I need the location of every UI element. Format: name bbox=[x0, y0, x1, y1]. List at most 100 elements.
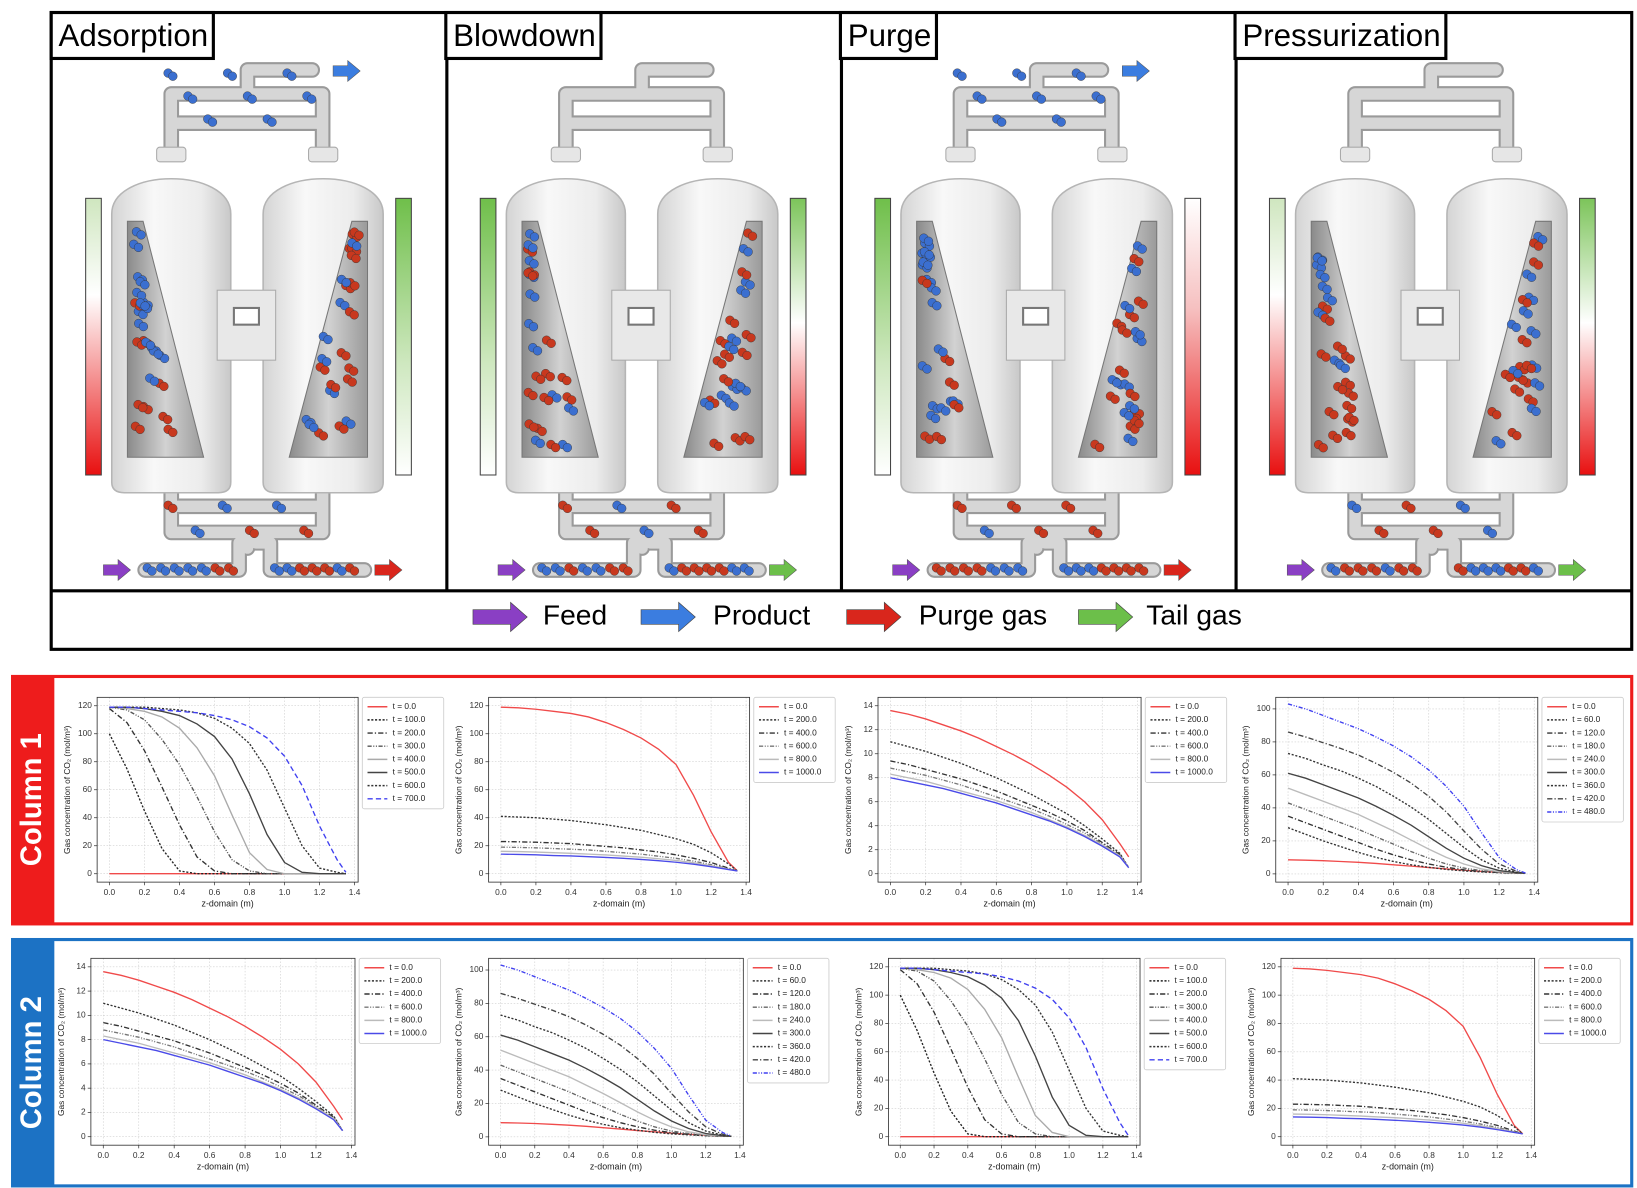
legend-label: t = 120.0 bbox=[778, 988, 811, 998]
x-axis-label: z-domain (m) bbox=[983, 898, 1035, 908]
legend-label: t = 300.0 bbox=[1174, 1001, 1207, 1011]
y-tick-label: 80 bbox=[83, 756, 93, 766]
y-tick-label: 100 bbox=[1262, 989, 1276, 999]
molecule bbox=[744, 566, 754, 576]
molecule bbox=[1066, 503, 1076, 513]
y-tick-label: 12 bbox=[864, 724, 874, 734]
plot-frame bbox=[90, 957, 356, 1146]
legend-label: t = 600.0 bbox=[393, 780, 426, 790]
x-tick-label: 1.2 bbox=[700, 1150, 712, 1160]
x-tick-label: 0.2 bbox=[139, 887, 151, 897]
x-tick-label: 0.4 bbox=[1355, 1150, 1367, 1160]
molecule bbox=[323, 334, 333, 345]
molecule bbox=[136, 230, 146, 240]
legend-label: t = 0.0 bbox=[393, 701, 417, 711]
molecule bbox=[562, 503, 573, 513]
legend-arrow bbox=[472, 601, 528, 633]
molecule bbox=[1385, 566, 1395, 576]
molecule bbox=[1110, 394, 1120, 404]
legend-label: Product bbox=[713, 598, 810, 630]
legend-label: t = 240.0 bbox=[778, 1015, 811, 1025]
data-line bbox=[900, 967, 1129, 1138]
data-line bbox=[500, 992, 732, 1138]
molecule bbox=[140, 280, 150, 290]
molecule bbox=[1063, 566, 1074, 576]
y-axis-label: Gas concentration of CO₂ (mol/m³) bbox=[56, 987, 66, 1116]
flow-arrow bbox=[103, 558, 131, 581]
y-tick-label: 14 bbox=[864, 700, 874, 710]
molecule bbox=[596, 566, 606, 576]
molecule bbox=[135, 424, 145, 435]
x-tick-label: 1.0 bbox=[1061, 887, 1073, 897]
flow-arrow bbox=[497, 558, 526, 581]
flow-arrow bbox=[892, 558, 921, 581]
molecule bbox=[309, 422, 319, 433]
data-line bbox=[103, 1035, 344, 1132]
data-line bbox=[1292, 967, 1524, 1135]
y-tick-label: 120 bbox=[1262, 961, 1276, 971]
molecule bbox=[1318, 443, 1328, 453]
molecule bbox=[719, 566, 729, 576]
molecule bbox=[936, 566, 946, 576]
legend-label: t = 600.0 bbox=[1569, 1001, 1602, 1011]
molecule bbox=[1433, 528, 1443, 539]
vessel-cap bbox=[550, 146, 582, 163]
data-line bbox=[1287, 787, 1526, 875]
y-tick-label: 20 bbox=[83, 840, 93, 850]
molecule bbox=[706, 566, 717, 576]
molecule bbox=[1406, 503, 1416, 513]
molecule bbox=[1119, 368, 1129, 378]
molecule bbox=[247, 94, 257, 104]
data-line bbox=[500, 1064, 732, 1138]
legend-label: t = 240.0 bbox=[1572, 754, 1605, 764]
x-tick-label: 1.2 bbox=[314, 887, 326, 897]
y-tick-label: 80 bbox=[1261, 736, 1271, 746]
molecule bbox=[717, 359, 727, 369]
molecule bbox=[1134, 418, 1144, 429]
molecule bbox=[1522, 298, 1532, 308]
molecule bbox=[1511, 322, 1521, 333]
molecule bbox=[714, 441, 724, 451]
x-tick-label: 1.2 bbox=[310, 1150, 322, 1160]
pipe bbox=[560, 64, 723, 156]
molecule bbox=[147, 566, 157, 576]
data-line bbox=[1292, 1113, 1523, 1135]
stage-title-box bbox=[49, 10, 215, 61]
data-line bbox=[103, 1038, 344, 1132]
x-tick-label: 0.0 bbox=[495, 1150, 507, 1160]
molecule bbox=[671, 503, 681, 513]
legend-label: t = 360.0 bbox=[1572, 780, 1605, 790]
molecule bbox=[1345, 380, 1355, 390]
molecule bbox=[1346, 431, 1356, 441]
legend-label: t = 100.0 bbox=[1174, 975, 1207, 985]
valve-window bbox=[1416, 306, 1444, 326]
y-tick-label: 4 bbox=[81, 1082, 86, 1092]
x-tick-label: 0.0 bbox=[885, 887, 897, 897]
molecule bbox=[529, 259, 539, 269]
molecule bbox=[320, 365, 330, 375]
x-tick-label: 0.4 bbox=[962, 1150, 974, 1160]
molecule bbox=[551, 443, 561, 453]
molecule bbox=[582, 566, 592, 576]
x-tick-label: 0.0 bbox=[1287, 1150, 1299, 1160]
legend-box bbox=[1143, 957, 1227, 1071]
molecule bbox=[535, 438, 545, 449]
y-tick-label: 60 bbox=[474, 784, 484, 794]
molecule bbox=[949, 380, 959, 390]
data-line bbox=[500, 1014, 732, 1138]
molecule bbox=[743, 247, 753, 257]
molecule bbox=[287, 71, 297, 81]
molecule bbox=[932, 301, 942, 311]
y-tick-label: 100 bbox=[469, 964, 483, 974]
molecule bbox=[153, 349, 163, 359]
x-tick-label: 0.0 bbox=[97, 1150, 109, 1160]
molecule bbox=[1131, 266, 1142, 277]
legend-label: t = 400.0 bbox=[1174, 1015, 1207, 1025]
molecule bbox=[341, 277, 351, 288]
y-tick-label: 20 bbox=[1266, 1103, 1276, 1113]
molecule bbox=[349, 366, 359, 376]
x-tick-label: 1.4 bbox=[1525, 1150, 1537, 1160]
molecule bbox=[1114, 566, 1124, 576]
vessel-cap bbox=[156, 146, 187, 163]
molecule bbox=[1124, 411, 1134, 421]
